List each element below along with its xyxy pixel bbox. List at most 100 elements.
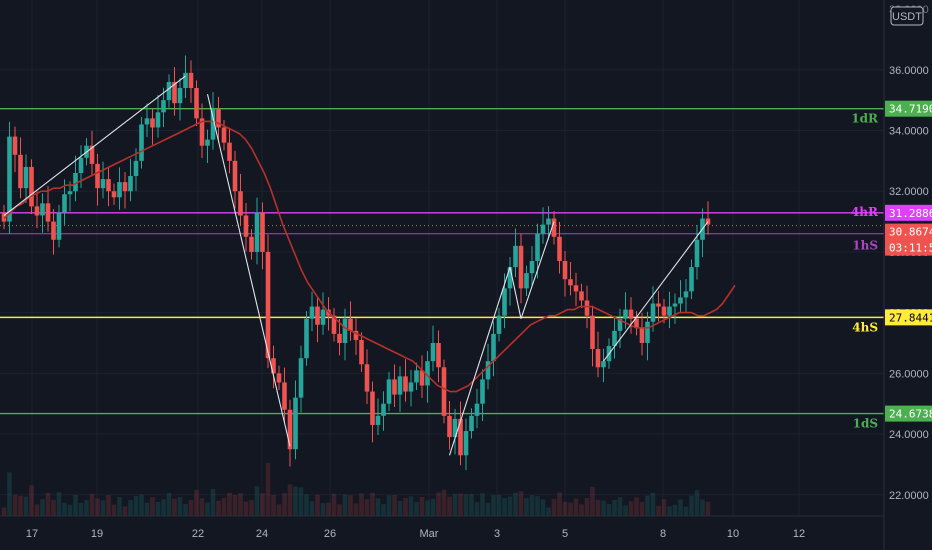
candle: [540, 207, 546, 244]
volume-bar: [95, 498, 100, 516]
y-tick-label: 34.0000: [889, 126, 929, 138]
candle-body: [430, 342, 436, 362]
volume-bar: [29, 485, 34, 516]
candle-body: [678, 297, 683, 304]
level-price-tag-4hs-bg: [885, 309, 932, 326]
volume-bar: [161, 499, 166, 516]
volume-bar: [216, 500, 221, 516]
volume-bar: [298, 487, 304, 516]
volume-bar: [133, 496, 139, 516]
candle: [67, 181, 73, 212]
candle: [441, 359, 447, 424]
grid-lines: [0, 0, 884, 516]
candle-body: [29, 166, 34, 207]
volume-bar: [265, 463, 271, 516]
volume-bar: [122, 506, 128, 516]
candle-body: [639, 327, 645, 343]
time-axis[interactable]: 17 19 22 24 26 Mar 3 5 8 10 12: [0, 515, 884, 540]
candle-body: [122, 182, 128, 192]
candle: [216, 96, 221, 143]
volume-bar: [425, 500, 430, 516]
candle: [144, 103, 150, 137]
volume-bar: [194, 490, 199, 516]
candle-body: [568, 279, 573, 286]
candle: [73, 155, 78, 202]
candle: [298, 345, 304, 413]
candle: [45, 186, 51, 232]
candle-body: [128, 176, 133, 192]
trend-line[interactable]: [520, 221, 555, 319]
candle: [260, 202, 265, 270]
level-price-tag-4hr: 31.2886: [885, 204, 932, 221]
volume-bar: [436, 492, 441, 516]
candle-body: [276, 373, 282, 383]
candle: [320, 292, 326, 335]
candle: [529, 246, 535, 286]
trend-line[interactable]: [3, 75, 186, 216]
candle: [430, 325, 436, 372]
volume-bar: [353, 503, 359, 516]
volume-bar: [188, 500, 194, 516]
volume-bar: [23, 496, 29, 516]
candle: [667, 291, 672, 329]
volume-bar: [45, 492, 51, 516]
candle: [628, 297, 634, 334]
candle-body: [496, 315, 502, 334]
price-axis[interactable]: 36.000034.000032.000030.000028.000026.00…: [883, 0, 932, 550]
candle-body: [232, 160, 238, 192]
candle: [590, 305, 595, 367]
volume-bar: [232, 495, 238, 516]
volume-bar: [381, 504, 386, 516]
volume-bar: [678, 499, 683, 516]
candle-body: [304, 318, 309, 359]
candle-body: [513, 245, 518, 268]
volume-bar: [364, 499, 370, 516]
currency-badge[interactable]: USDT: [890, 6, 924, 26]
volume-bar: [51, 499, 56, 516]
candle: [287, 399, 293, 467]
candle-body: [359, 339, 364, 365]
candle-body: [12, 136, 18, 155]
volume-bar: [238, 493, 243, 516]
candle-body: [249, 236, 254, 252]
volume-bar: [18, 495, 23, 516]
volume-bar: [667, 506, 672, 516]
volume-bar: [683, 506, 689, 516]
volume-bar: [672, 504, 678, 516]
volume-bar: [689, 495, 694, 516]
trend-lines: [3, 75, 709, 456]
candle: [408, 370, 414, 407]
volume-bar: [507, 496, 513, 516]
candle-body: [590, 315, 595, 350]
volume-bar: [304, 494, 309, 516]
candle-body: [628, 309, 634, 319]
trend-line[interactable]: [448, 266, 511, 456]
candle: [95, 153, 100, 206]
candle: [601, 348, 606, 383]
volume-bar: [271, 495, 276, 516]
trend-line[interactable]: [509, 266, 522, 319]
candle-body: [579, 291, 584, 301]
volume-bar: [579, 504, 584, 516]
trend-line[interactable]: [206, 93, 291, 447]
volume-bar: [628, 501, 634, 516]
candle-body: [73, 173, 78, 192]
trend-line[interactable]: [603, 221, 709, 362]
candle: [496, 308, 502, 342]
candle-body: [364, 364, 370, 392]
volume-bar: [535, 496, 540, 516]
candle-body: [254, 212, 260, 252]
volume-bar: [661, 499, 667, 516]
candle: [337, 319, 342, 356]
volume-bar: [359, 493, 364, 516]
candle: [425, 351, 430, 403]
x-tick-label: Mar: [420, 528, 439, 540]
volume-bar: [7, 472, 12, 516]
volume-bar: [430, 498, 436, 516]
candle-body: [309, 306, 315, 319]
volume-bars: [1, 463, 711, 516]
current-price-tag-text: 30.8674: [889, 226, 932, 239]
volume-bar: [315, 494, 320, 516]
volume-bar: [282, 493, 287, 516]
